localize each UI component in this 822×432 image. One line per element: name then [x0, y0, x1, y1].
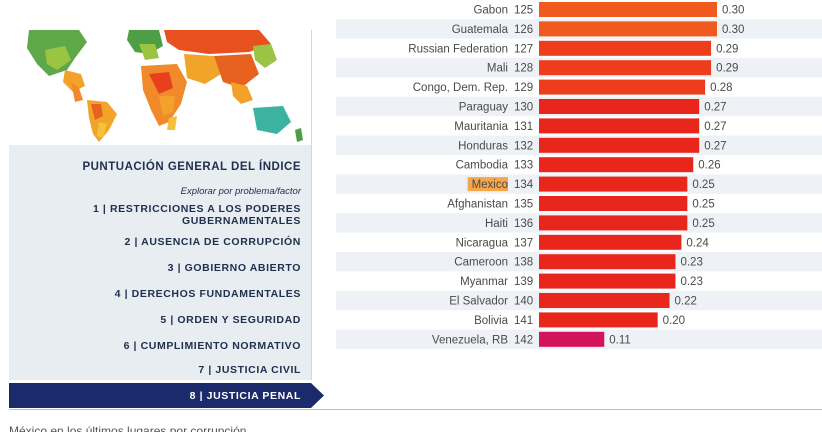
menu-item-corrupcion[interactable]: 2 | AUSENCIA DE CORRUPCIÓN	[124, 236, 301, 248]
active-item-background	[9, 383, 324, 408]
value-label: 0.24	[686, 237, 709, 249]
rank-label: 125	[514, 5, 533, 17]
rank-label: 126	[514, 24, 533, 36]
country-label: Mexico	[472, 179, 508, 191]
value-label: 0.25	[692, 218, 714, 230]
menu-title[interactable]: PUNTUACIÓN GENERAL DEL ÍNDICE	[82, 161, 301, 173]
bar[interactable]	[539, 137, 700, 153]
bar[interactable]	[539, 234, 682, 250]
world-map-graphic	[27, 30, 303, 142]
value-label: 0.11	[609, 334, 631, 346]
rank-label: 139	[514, 276, 533, 288]
bar[interactable]	[539, 2, 717, 17]
menu-item-justicia-civil[interactable]: 7 | JUSTICIA CIVIL	[198, 364, 301, 376]
country-label: Mali	[487, 63, 508, 75]
value-label: 0.27	[704, 140, 726, 152]
bar[interactable]	[539, 118, 700, 134]
rank-label: 133	[514, 160, 533, 172]
value-label: 0.28	[710, 82, 732, 94]
value-label: 0.20	[663, 315, 685, 327]
menu-item-justicia-penal[interactable]: 8 | JUSTICIA PENAL	[9, 383, 324, 408]
country-label: Bolivia	[474, 315, 508, 327]
rank-label: 136	[514, 218, 533, 230]
rank-label: 142	[514, 334, 533, 346]
bar[interactable]	[539, 176, 688, 192]
rank-label: 131	[514, 121, 533, 133]
rank-label: 127	[514, 43, 533, 55]
rank-label: 140	[514, 296, 533, 308]
caption: México en los últimos lugares por corrup…	[9, 424, 247, 432]
menu-item-derechos[interactable]: 4 | DERECHOS FUNDAMENTALES	[114, 288, 301, 300]
country-label: Cameroon	[454, 257, 508, 269]
factor-menu: PUNTUACIÓN GENERAL DEL ÍNDICE Explorar p…	[9, 145, 312, 380]
country-label: Russian Federation	[408, 43, 508, 55]
value-label: 0.22	[675, 296, 697, 308]
value-label: 0.30	[722, 24, 744, 36]
country-label: Guatemala	[452, 24, 509, 36]
rank-label: 132	[514, 140, 533, 152]
rank-label: 141	[514, 315, 533, 327]
country-label: Nicaragua	[456, 237, 509, 249]
value-label: 0.27	[704, 121, 726, 133]
rank-label: 129	[514, 82, 533, 94]
bar[interactable]	[539, 312, 658, 328]
value-label: 0.25	[692, 199, 714, 211]
left-panel: PUNTUACIÓN GENERAL DEL ÍNDICE Explorar p…	[9, 30, 312, 380]
rank-label: 134	[514, 179, 534, 191]
bar[interactable]	[539, 157, 694, 173]
bar[interactable]	[539, 293, 670, 308]
menu-subtitle: Explorar por problema/factor	[180, 186, 301, 197]
country-label: Myanmar	[460, 276, 508, 288]
value-label: 0.29	[716, 63, 738, 75]
menu-item-orden[interactable]: 5 | ORDEN Y SEGURIDAD	[160, 314, 301, 326]
ranking-chart: Gabon 125 0.30 Guatemala 126 0.30 Russian Fede…	[336, 0, 822, 380]
bar[interactable]	[539, 254, 676, 270]
menu-item-cumplimiento[interactable]: 6 | CUMPLIMIENTO NORMATIVO	[123, 340, 301, 352]
value-label: 0.23	[680, 276, 702, 288]
bar[interactable]	[539, 21, 717, 37]
bar[interactable]	[539, 60, 712, 76]
country-label: Mauritania	[454, 121, 508, 133]
bar[interactable]	[539, 79, 706, 95]
country-label: Paraguay	[459, 102, 508, 114]
bar[interactable]	[539, 273, 676, 289]
value-label: 0.25	[692, 179, 714, 191]
value-label: 0.27	[704, 102, 726, 114]
rank-label: 128	[514, 63, 533, 75]
active-item-label: 8 | JUSTICIA PENAL	[189, 390, 301, 402]
bar[interactable]	[539, 215, 688, 231]
value-label: 0.30	[722, 5, 744, 17]
country-label: Congo, Dem. Rep.	[413, 82, 508, 94]
bar[interactable]	[539, 196, 688, 211]
country-label: Afghanistan	[447, 199, 508, 211]
bar[interactable]	[539, 331, 605, 347]
country-label: El Salvador	[449, 296, 508, 308]
rank-label: 138	[514, 257, 533, 269]
rank-label: 137	[514, 237, 533, 249]
value-label: 0.26	[698, 160, 720, 172]
rank-label: 135	[514, 199, 533, 211]
divider	[9, 409, 822, 410]
menu-item-restricciones[interactable]: 1 | RESTRICCIONES A LOS PODERES GUBERNAM…	[93, 203, 301, 227]
highlight-marker	[467, 177, 508, 192]
rank-label: 130	[514, 102, 533, 114]
ranking-chart-svg: Gabon 125 0.30 Guatemala 126 0.30 Russian Fede…	[336, 2, 822, 349]
menu-item-label: 1 | RESTRICCIONES A LOS PODERES	[92, 203, 301, 215]
value-label: 0.29	[716, 43, 738, 55]
bar[interactable]	[539, 40, 712, 56]
country-label: Cambodia	[456, 160, 509, 172]
bar[interactable]	[539, 99, 700, 114]
menu-item-gobierno-abierto[interactable]: 3 | GOBIERNO ABIERTO	[167, 262, 301, 274]
world-map[interactable]	[9, 30, 312, 145]
menu-item-label: GUBERNAMENTALES	[181, 215, 301, 227]
country-label: Haiti	[485, 218, 508, 230]
value-label: 0.23	[680, 257, 702, 269]
country-label: Venezuela, RB	[432, 334, 508, 346]
country-label: Gabon	[473, 5, 508, 17]
country-label: Honduras	[458, 140, 508, 152]
